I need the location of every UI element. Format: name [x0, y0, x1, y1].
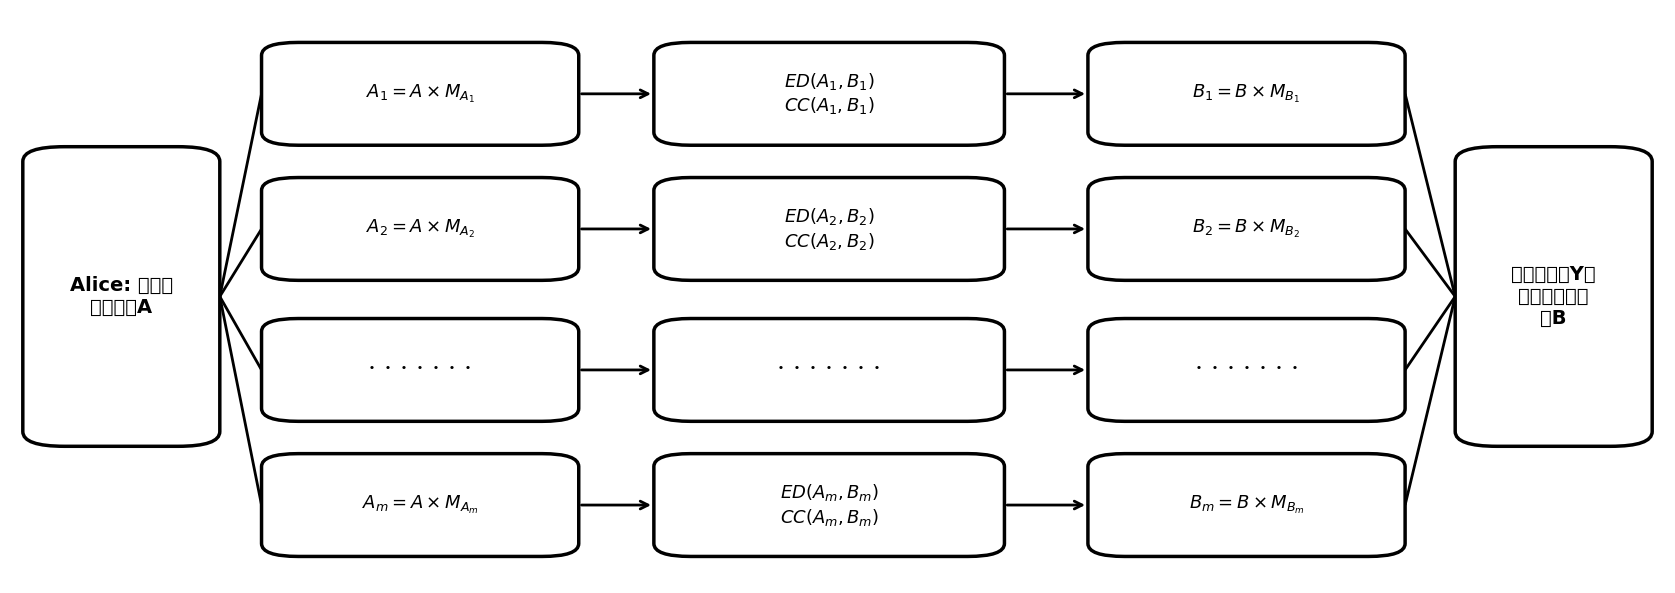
FancyBboxPatch shape	[261, 318, 580, 422]
Text: $ED(A_1, B_1)$
$CC(A_1, B_1)$: $ED(A_1, B_1)$ $CC(A_1, B_1)$	[784, 71, 874, 116]
FancyBboxPatch shape	[261, 177, 580, 280]
Text: $ED(A_2, B_2)$
$CC(A_2, B_2)$: $ED(A_2, B_2)$ $CC(A_2, B_2)$	[784, 206, 874, 251]
FancyBboxPatch shape	[1089, 177, 1405, 280]
Text: $A_1 = A \times M_{A_1}$: $A_1 = A \times M_{A_1}$	[365, 83, 474, 105]
FancyBboxPatch shape	[653, 318, 1005, 422]
Text: $A_m = A \times M_{A_m}$: $A_m = A \times M_{A_m}$	[362, 494, 479, 516]
FancyBboxPatch shape	[1089, 454, 1405, 556]
Text: · · · · · · ·: · · · · · · ·	[1194, 358, 1298, 381]
Text: $A_2 = A \times M_{A_2}$: $A_2 = A \times M_{A_2}$	[365, 218, 474, 240]
Text: $B_1 = B \times M_{B_1}$: $B_1 = B \times M_{B_1}$	[1193, 83, 1301, 105]
Text: · · · · · · ·: · · · · · · ·	[777, 358, 881, 381]
Text: $B_m = B \times M_{B_m}$: $B_m = B \times M_{B_m}$	[1189, 494, 1305, 516]
FancyBboxPatch shape	[653, 454, 1005, 556]
FancyBboxPatch shape	[1089, 43, 1405, 145]
FancyBboxPatch shape	[1456, 146, 1652, 447]
Text: · · · · · · ·: · · · · · · ·	[368, 358, 472, 381]
FancyBboxPatch shape	[653, 177, 1005, 280]
FancyBboxPatch shape	[653, 43, 1005, 145]
FancyBboxPatch shape	[23, 146, 219, 447]
Text: $ED(A_m, B_m)$
$CC(A_m, B_m)$: $ED(A_m, B_m)$ $CC(A_m, B_m)$	[779, 483, 879, 528]
Text: $B_2 = B \times M_{B_2}$: $B_2 = B \times M_{B_2}$	[1193, 218, 1301, 240]
FancyBboxPatch shape	[261, 454, 580, 556]
Text: Alice: 心电图
特征向量A: Alice: 心电图 特征向量A	[70, 276, 173, 317]
Text: 传入的用户Y：
心电图特征向
量B: 传入的用户Y： 心电图特征向 量B	[1511, 265, 1596, 328]
FancyBboxPatch shape	[261, 43, 580, 145]
FancyBboxPatch shape	[1089, 318, 1405, 422]
